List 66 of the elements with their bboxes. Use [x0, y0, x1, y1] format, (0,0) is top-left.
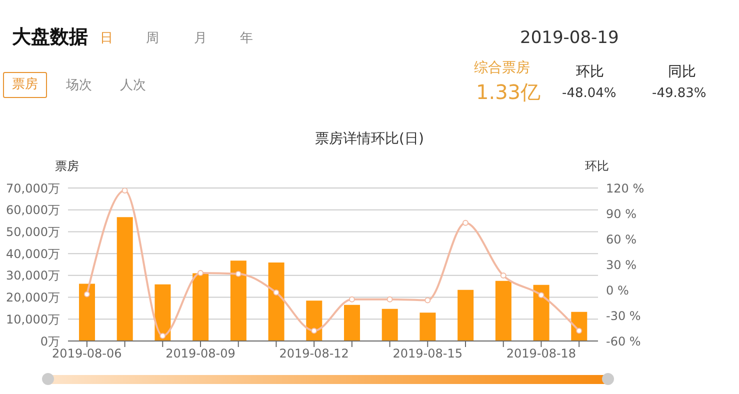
- point: [273, 290, 280, 296]
- text: 环比: [576, 64, 604, 81]
- bar: [230, 260, 246, 341]
- text: -49.83%: [652, 86, 706, 102]
- text: 同比: [668, 64, 696, 81]
- bar: [306, 300, 322, 341]
- point: [386, 296, 393, 302]
- bar: [79, 284, 95, 341]
- text: 场次: [66, 78, 92, 94]
- text: 人次: [120, 78, 146, 94]
- text: 2019-08-19: [520, 28, 619, 48]
- y-axis-title: 票房: [55, 158, 79, 175]
- point: [198, 270, 204, 276]
- y-tick-label: 10,000万: [6, 312, 60, 326]
- bar: [420, 312, 436, 341]
- y-tick-label: 20,000万: [6, 290, 60, 305]
- text: -48.04%: [562, 86, 616, 102]
- y-tick-label: 30,000万: [6, 268, 60, 283]
- y-tick-label: 70,000万: [6, 181, 60, 196]
- bar: [154, 284, 171, 341]
- point: [462, 220, 468, 226]
- bar: [192, 273, 209, 341]
- bar: [268, 262, 284, 341]
- bar: [382, 308, 398, 341]
- text: 1.33亿: [476, 80, 541, 104]
- y-tick-label: 50,000万: [6, 224, 60, 239]
- y2-tick-label: 120 %: [606, 181, 644, 196]
- text: 票房: [3, 72, 47, 98]
- text: 周: [146, 31, 159, 47]
- y-tick-label: 60,000万: [6, 203, 60, 218]
- text: 大盘数据: [12, 26, 88, 49]
- x-tick-label: 2019-08-12: [279, 346, 349, 361]
- chart-title: 票房详情环比(日): [314, 130, 425, 148]
- bar: [571, 312, 588, 341]
- y2-tick-label: 60 %: [606, 232, 636, 246]
- point: [500, 272, 506, 279]
- y2-tick-label: -30 %: [606, 308, 641, 323]
- point: [160, 332, 166, 339]
- point: [348, 296, 355, 302]
- y2-tick-label: -60 %: [606, 334, 641, 348]
- point: [538, 292, 544, 298]
- bar: [344, 304, 360, 341]
- text: 日: [100, 31, 113, 47]
- bar: [495, 280, 512, 341]
- x-tick-label: 2019-08-09: [166, 346, 236, 361]
- point: [311, 328, 318, 334]
- y2-tick-label: 90 %: [606, 206, 636, 221]
- text: 年: [240, 31, 253, 47]
- text: 月: [194, 31, 207, 47]
- y2-tick-label: 30 %: [606, 258, 636, 272]
- bar: [533, 284, 550, 341]
- point: [122, 188, 128, 194]
- point: [576, 328, 582, 334]
- y2-tick-label: 0 %: [606, 283, 629, 298]
- x-tick-label: 2019-08-18: [506, 346, 576, 361]
- x-tick-label: 2019-08-06: [52, 346, 122, 361]
- bar: [116, 217, 133, 341]
- point: [424, 297, 431, 304]
- point: [235, 270, 242, 277]
- y2-axis-title: 环比: [585, 158, 609, 175]
- text: 综合票房: [474, 60, 530, 77]
- y-tick-label: 0万: [40, 334, 60, 348]
- bar: [458, 290, 474, 341]
- x-tick-label: 2019-08-15: [392, 346, 463, 361]
- point: [84, 291, 90, 298]
- y-tick-label: 40,000万: [6, 246, 60, 261]
